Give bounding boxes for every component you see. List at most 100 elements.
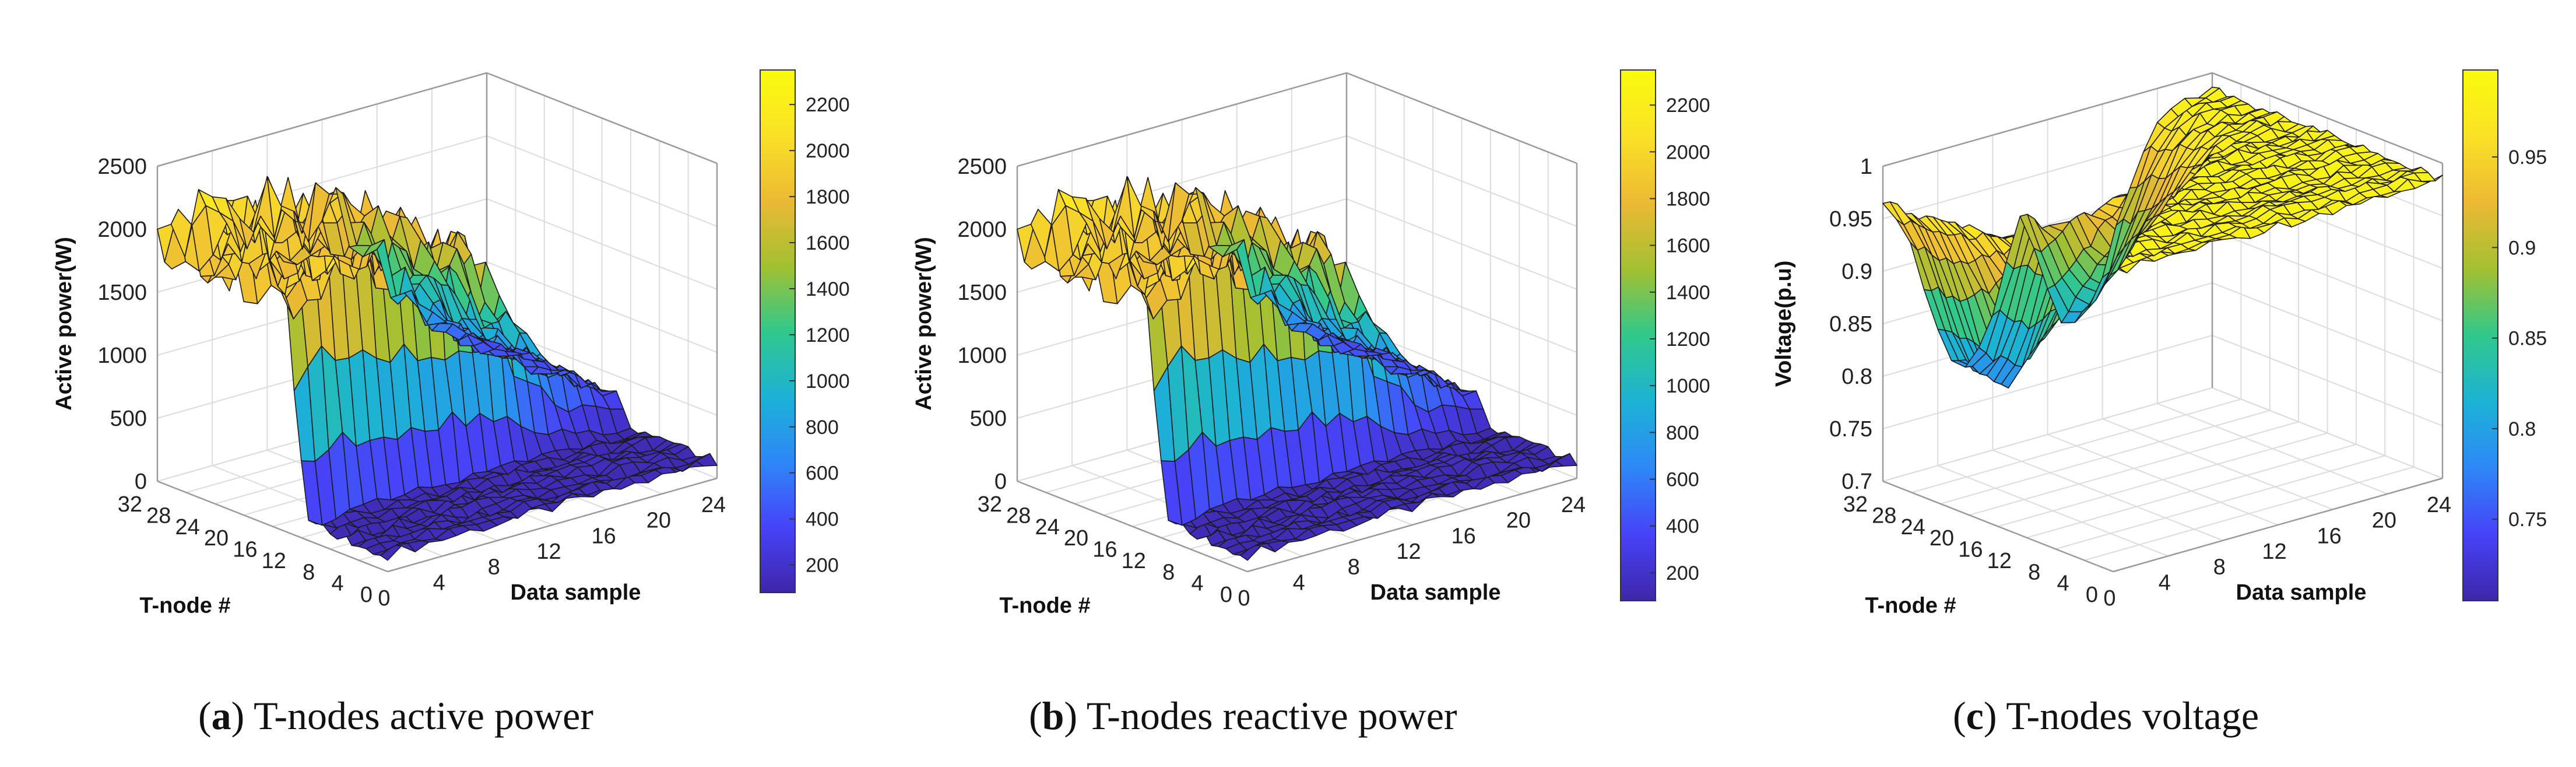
x-axis-label: Data sample [1370, 580, 1501, 605]
y-tick-label: 8 [2028, 560, 2040, 584]
colorbar: 0.75 0.8 0.85 0.9 0.95 [2462, 69, 2547, 601]
colorbar-gradient [2462, 69, 2498, 601]
colorbar-tick-label: 1400 [1666, 282, 1710, 304]
z-tick-label: 2000 [97, 218, 147, 242]
y-tick-label: 12 [1987, 549, 2012, 573]
y-tick-label: 28 [1006, 503, 1031, 528]
y-tick-label: 16 [1958, 538, 1983, 562]
axis-frame-edge [1882, 480, 2114, 573]
x-tick-label: 20 [646, 509, 671, 533]
z-tick-label: 1500 [957, 281, 1007, 305]
z-tick-label: 1 [1860, 155, 1872, 179]
panel-b: 0481216202404812162024283205001000150020… [912, 69, 1710, 618]
colorbar-tick-label: 600 [806, 463, 839, 485]
caption-b-text: T-nodes reactive power [1087, 694, 1457, 738]
caption-a: (a) T-nodes active power [198, 694, 593, 738]
colorbar-tick-label: 0.75 [2508, 509, 2547, 531]
y-tick-label: 28 [146, 503, 171, 528]
colorbar: 200 400 600 800 1000 1200 1400 1600 1800 2000 2200 [760, 69, 850, 593]
y-tick-label: 20 [204, 526, 229, 551]
floor-gridline-y [1969, 421, 2299, 516]
caption-c-text: T-nodes voltage [2006, 694, 2259, 738]
z-tick-label: 2500 [957, 155, 1007, 179]
z-tick-label: 1000 [97, 344, 147, 368]
y-tick-label: 28 [1872, 503, 1896, 528]
surface-patch [1332, 332, 1355, 350]
z-axis-label: Active power(W) [52, 237, 76, 411]
y-tick-label: 12 [1122, 549, 1146, 573]
axis-frame-edge [486, 72, 718, 164]
colorbar-tick-label: 1000 [806, 370, 850, 393]
z-tick-label: 500 [970, 407, 1007, 431]
axis-frame-edge [387, 477, 718, 573]
axis-frame-edge [1247, 477, 1577, 573]
axis-frame-edge [1017, 480, 1248, 573]
z-tick-label: 0.7 [1841, 470, 1872, 494]
y-tick-label: 8 [1162, 560, 1175, 584]
x-tick-label: 4 [2159, 570, 2171, 595]
floor-gridline-y [2055, 455, 2385, 550]
z-tick-label: 2000 [957, 218, 1007, 242]
y-axis-label: T-node # [999, 594, 1090, 618]
y-tick-label: 24 [1035, 515, 1059, 540]
colorbar-tick-label: 1600 [806, 232, 850, 254]
x-tick-label: 16 [2317, 524, 2342, 548]
colorbar: 200 400 600 800 1000 1200 1400 1600 1800 2000 2200 [1620, 69, 1710, 601]
colorbar-tick-label: 400 [1666, 516, 1699, 538]
x-tick-label: 4 [1293, 570, 1305, 595]
axis-frame-edge [1017, 72, 1347, 167]
x-tick-label: 24 [701, 493, 726, 517]
x-tick-label: 0 [2103, 586, 2115, 611]
surface [1882, 86, 2443, 388]
y-tick-label: 20 [1930, 526, 1954, 551]
panel-a: 0481216202404812162024283205001000150020… [52, 69, 850, 618]
axis-frame-edge [157, 72, 487, 167]
floor-gridline-y [1911, 398, 2241, 493]
floor-gridline-y [1940, 409, 2271, 505]
colorbar-tick-label: 2000 [1666, 141, 1710, 163]
z-tick-label: 2500 [97, 155, 147, 179]
y-axis-label: T-node # [139, 594, 230, 618]
caption-a-letter: a [212, 694, 231, 738]
x-tick-label: 12 [2262, 540, 2286, 564]
colorbar-tick-label: 0.8 [2508, 418, 2536, 440]
axis-frame-edge [2113, 477, 2443, 573]
colorbar-tick-label: 200 [806, 555, 839, 577]
colorbar-tick-label: 1800 [1666, 188, 1710, 210]
colorbar-tick-label: 600 [1666, 469, 1699, 491]
caption-b-letter: b [1042, 694, 1064, 738]
y-tick-label: 0 [1220, 583, 1232, 607]
z-tick-label: 500 [110, 407, 147, 431]
z-tick-label: 1000 [957, 344, 1007, 368]
tick-labels: 0481216202404812162024283205001000150020… [957, 155, 1586, 611]
z-tick-label: 0.9 [1841, 260, 1872, 284]
y-tick-label: 0 [360, 583, 372, 607]
tick-labels: 048121620240481216202428320.70.750.80.85… [1829, 155, 2451, 611]
y-tick-label: 24 [1900, 515, 1925, 540]
x-tick-label: 12 [1396, 540, 1421, 564]
z-tick-label: 0 [135, 470, 147, 494]
colorbar-tick-label: 800 [806, 416, 839, 439]
x-tick-label: 4 [433, 570, 445, 595]
x-axis-label: Data sample [511, 580, 641, 605]
x-tick-label: 16 [592, 524, 616, 548]
svg-text:(b) T-nodes reactive power: (b) T-nodes reactive power [1029, 694, 1457, 738]
colorbar-tick-label: 1200 [1666, 328, 1710, 351]
surface [157, 176, 718, 561]
z-tick-label: 0.85 [1829, 312, 1872, 337]
y-axis-label: T-node # [1865, 594, 1956, 618]
y-tick-label: 16 [1092, 538, 1117, 562]
floor-gridline-y [1998, 432, 2328, 527]
y-tick-label: 32 [1843, 492, 1868, 517]
x-tick-label: 8 [488, 555, 500, 580]
z-tick-label: 0.8 [1841, 365, 1872, 389]
colorbar-tick-label: 0.85 [2508, 328, 2547, 350]
colorbar-tick-label: 2200 [806, 94, 850, 116]
colorbar-gradient [760, 69, 796, 593]
y-tick-label: 8 [303, 560, 315, 584]
x-tick-label: 20 [2372, 509, 2396, 533]
svg-text:(a) T-nodes active power: (a) T-nodes active power [198, 694, 593, 738]
z-tick-label: 0 [994, 470, 1007, 494]
y-tick-label: 16 [233, 538, 257, 562]
